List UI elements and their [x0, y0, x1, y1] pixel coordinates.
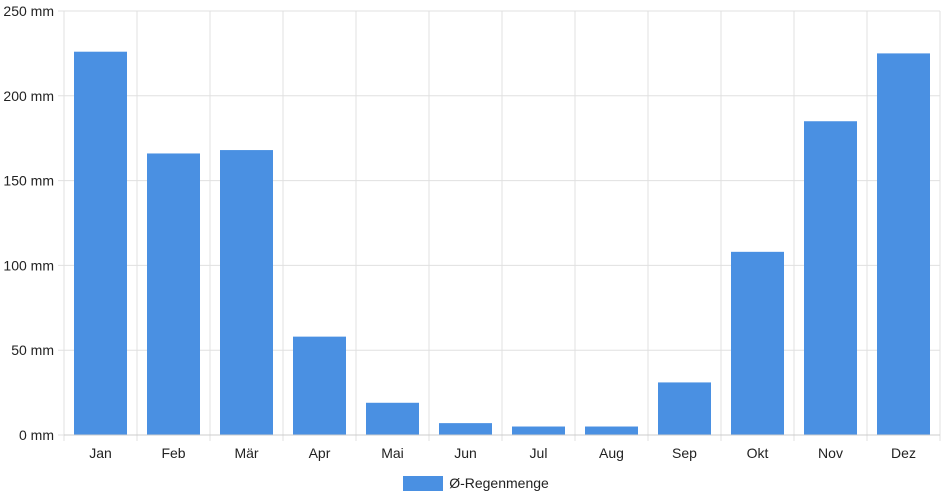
- bar: [293, 336, 346, 435]
- bar: [585, 426, 638, 435]
- bar: [147, 153, 200, 436]
- chart-legend: Ø-Regenmenge: [0, 472, 952, 494]
- x-tick-label: Jul: [530, 445, 548, 461]
- legend-label: Ø-Regenmenge: [449, 475, 549, 491]
- x-tick-label: Mär: [234, 445, 258, 461]
- bar: [877, 53, 930, 436]
- x-tick-label: Jun: [454, 445, 477, 461]
- x-tick-label: Dez: [891, 445, 916, 461]
- bar: [74, 51, 127, 435]
- chart-canvas: 0 mm 50 mm 100 mm 150 mm 200 mm 250 mm Jan Feb M…: [3, 3, 941, 461]
- x-tick-label: Mai: [381, 445, 404, 461]
- bar: [439, 423, 492, 435]
- x-tick-label: Aug: [599, 445, 624, 461]
- x-tick-label: Nov: [818, 445, 843, 461]
- y-tick-label: 200 mm: [3, 88, 54, 104]
- y-tick-label: 150 mm: [3, 173, 54, 189]
- bar: [731, 251, 784, 435]
- x-tick-label: Sep: [672, 445, 697, 461]
- x-tick-label: Feb: [161, 445, 185, 461]
- x-tick-label: Apr: [309, 445, 331, 461]
- y-tick-label: 250 mm: [3, 3, 54, 19]
- x-tick-label: Jan: [89, 445, 112, 461]
- bar: [512, 426, 565, 435]
- y-tick-label: 50 mm: [11, 342, 54, 358]
- bar: [366, 402, 419, 435]
- bar: [804, 121, 857, 436]
- legend-swatch: [403, 475, 444, 491]
- bar: [658, 382, 711, 435]
- bar: [220, 150, 273, 435]
- x-tick-label: Okt: [747, 445, 769, 461]
- y-tick-label: 100 mm: [3, 257, 54, 273]
- y-tick-label: 0 mm: [19, 427, 54, 443]
